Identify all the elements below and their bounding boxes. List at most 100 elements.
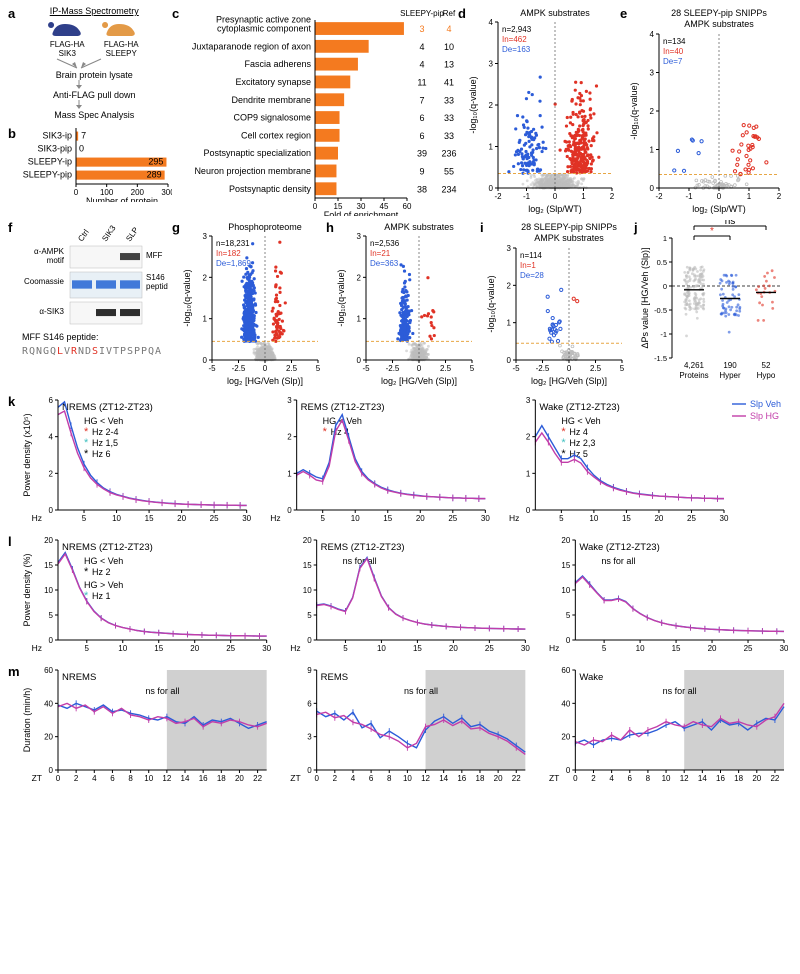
svg-text:Q: Q [148,346,154,357]
a-mouse-left-lbl: FLAG-HA SIK3 [48,40,86,58]
svg-text:2: 2 [489,101,494,110]
svg-text:2: 2 [203,273,208,282]
svg-text:Hz 2-4: Hz 2-4 [92,427,119,437]
svg-text:0: 0 [717,192,722,201]
svg-text:AMPK substrates: AMPK substrates [534,233,604,243]
a-step2: Anti-FLAG pull down [19,90,169,100]
svg-text:Hyper: Hyper [719,371,741,380]
svg-text:-5: -5 [362,364,370,373]
svg-text:0: 0 [314,774,319,783]
svg-text:n=2,943: n=2,943 [502,25,532,34]
svg-text:7: 7 [81,130,86,140]
svg-text:10: 10 [44,586,53,595]
svg-text:9: 9 [420,167,425,177]
svg-text:3: 3 [307,733,312,742]
svg-text:-1: -1 [523,192,531,201]
svg-text:4: 4 [609,774,614,783]
svg-text:n=134: n=134 [663,37,686,46]
svg-text:28 SLEEPY-pip SNIPPs: 28 SLEEPY-pip SNIPPs [521,222,617,232]
svg-text:10: 10 [561,586,570,595]
svg-text:-5: -5 [208,364,216,373]
svg-text:33: 33 [444,113,454,123]
svg-text:ΔPs value [HG/Veh (Slp)]: ΔPs value [HG/Veh (Slp)] [640,247,650,348]
svg-text:HG < Veh: HG < Veh [84,416,123,426]
svg-text:60: 60 [403,202,412,211]
svg-text:18: 18 [734,774,743,783]
svg-text:20: 20 [44,733,53,742]
svg-text:In=40: In=40 [663,47,684,56]
svg-text:3: 3 [506,244,511,253]
svg-text:α-AMPK: α-AMPK [34,247,65,256]
svg-text:In=21: In=21 [370,249,391,258]
svg-text:-2: -2 [656,192,664,201]
svg-text:0: 0 [489,184,494,193]
svg-text:Coomassie: Coomassie [24,277,65,286]
svg-text:Power density (x10⁵): Power density (x10⁵) [22,413,32,496]
svg-text:22: 22 [253,774,262,783]
svg-text:6: 6 [307,699,312,708]
svg-text:-2.5: -2.5 [232,364,246,373]
svg-text:De=7: De=7 [663,57,683,66]
svg-text:4: 4 [489,18,494,27]
svg-text:HG > Veh: HG > Veh [84,580,123,590]
svg-text:0: 0 [56,774,61,783]
svg-text:SLEEPY-ip: SLEEPY-ip [28,156,72,166]
svg-text:ns for all: ns for all [404,686,438,696]
svg-text:16: 16 [457,774,466,783]
svg-text:5: 5 [320,514,325,523]
svg-text:n=114: n=114 [520,251,542,260]
svg-text:Ctrl: Ctrl [77,228,92,244]
svg-text:2.5: 2.5 [286,364,298,373]
svg-text:2: 2 [74,774,79,783]
svg-text:15: 15 [413,644,422,653]
panel-l-label: l [8,534,18,549]
svg-text:33: 33 [444,131,454,141]
svg-text:16: 16 [199,774,208,783]
svg-text:AMPK substrates: AMPK substrates [684,19,754,29]
svg-text:20: 20 [494,774,503,783]
svg-text:5: 5 [602,644,607,653]
a-step3: Mass Spec Analysis [19,110,169,120]
svg-text:-5: -5 [512,364,520,373]
svg-text:Q: Q [29,346,35,357]
svg-text:15: 15 [561,561,570,570]
panel-f-blot: CtrlSIK3SLPα-AMPKmotifMFFCoomassieS146pe… [12,220,168,388]
svg-text:20: 20 [44,536,53,545]
svg-text:3: 3 [287,396,292,405]
svg-text:Hz 6: Hz 6 [92,449,111,459]
svg-text:39: 39 [417,149,427,159]
svg-text:2: 2 [333,774,338,783]
svg-text:5: 5 [316,364,321,373]
svg-text:8: 8 [646,774,651,783]
svg-text:R: R [22,346,29,357]
svg-text:V: V [64,346,70,357]
svg-text:52: 52 [761,361,770,370]
svg-text:16: 16 [716,774,725,783]
svg-text:De=363: De=363 [370,259,399,268]
svg-text:Phosphoproteome: Phosphoproteome [228,222,302,232]
svg-text:ZT: ZT [32,773,42,783]
svg-text:Postsynaptic density: Postsynaptic density [229,184,312,194]
svg-text:Power density (%): Power density (%) [22,553,32,626]
svg-text:-log₁₀(q-value): -log₁₀(q-value) [468,76,478,133]
svg-text:30: 30 [242,514,251,523]
svg-text:40: 40 [561,699,570,708]
svg-text:20: 20 [190,644,199,653]
svg-text:25: 25 [210,514,219,523]
panel-m-label: m [8,664,18,679]
panel-c-chart: SLEEPY-pipRefPresynaptic active zonecyto… [179,6,457,216]
svg-text:Fold of enrichment: Fold of enrichment [324,210,399,216]
svg-text:38: 38 [417,184,427,194]
svg-text:Q: Q [50,346,56,357]
svg-text:COP9 signalosome: COP9 signalosome [234,113,312,123]
svg-text:peptide: peptide [146,282,168,291]
svg-text:10: 10 [351,514,360,523]
svg-text:236: 236 [442,149,457,159]
svg-text:20: 20 [177,514,186,523]
svg-text:295: 295 [148,156,163,166]
svg-text:30: 30 [720,514,729,523]
panel-k-charts: NREMS (ZT12-ZT23)HG < Veh*Hz 2-4*Hz 1,5*… [18,394,788,532]
svg-text:Wake (ZT12-ZT23): Wake (ZT12-ZT23) [539,402,619,413]
svg-text:20: 20 [561,536,570,545]
panel-g-label: g [172,220,180,235]
